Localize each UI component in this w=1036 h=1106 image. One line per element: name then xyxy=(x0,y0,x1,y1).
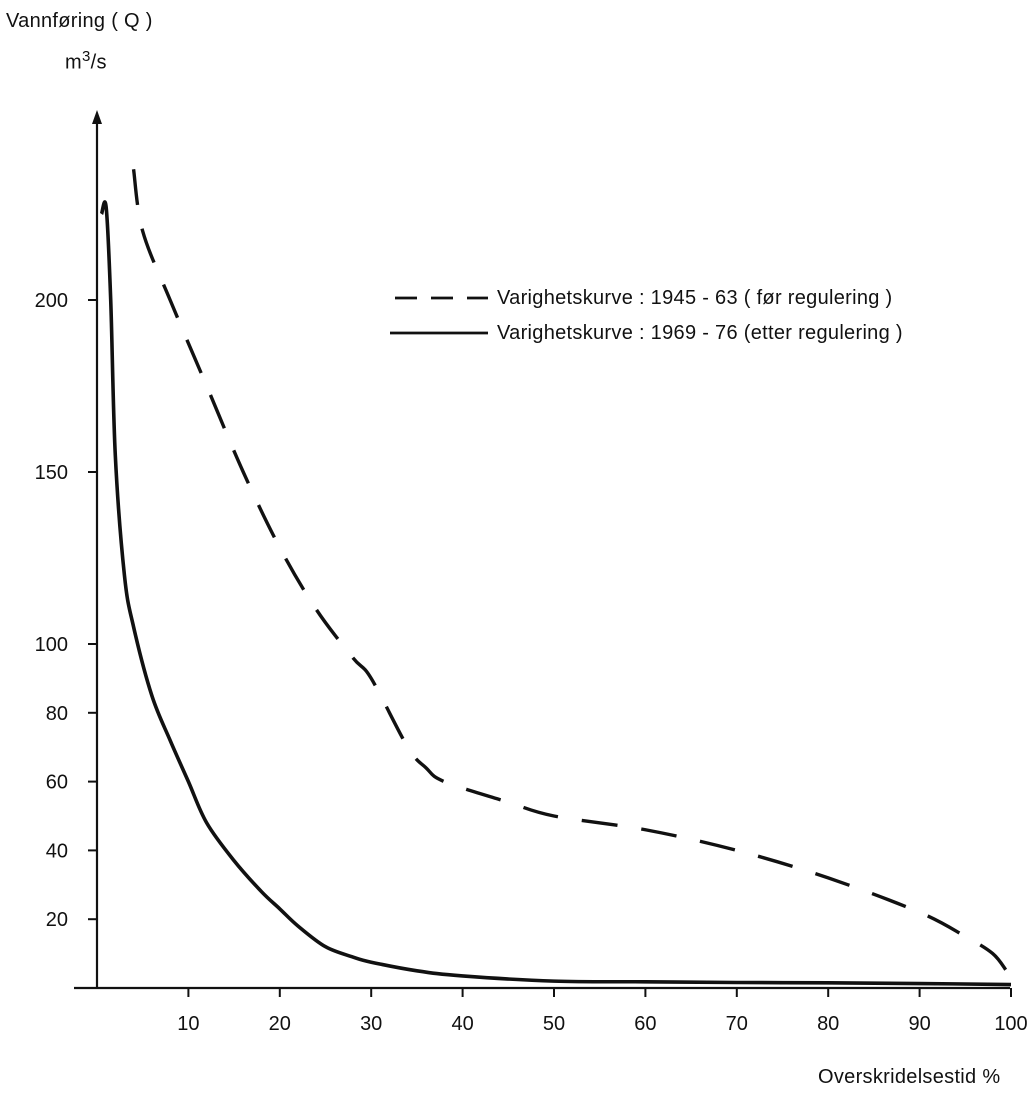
y-ticks: 20 40 60 80 100 150 200 xyxy=(35,290,97,931)
unit-base: m xyxy=(65,51,82,74)
axes xyxy=(74,110,1010,990)
y-tick-label: 40 xyxy=(46,840,68,862)
x-tick-label: 30 xyxy=(360,1013,382,1035)
y-axis-unit: m3/s xyxy=(65,48,107,75)
x-tick-label: 40 xyxy=(451,1013,473,1035)
series-line-1969-76 xyxy=(99,200,1012,987)
y-tick-label: 100 xyxy=(35,634,68,656)
y-axis-arrow xyxy=(92,110,102,124)
x-axis-label: Overskridelsestid % xyxy=(818,1066,1001,1088)
x-ticks: 10 20 30 40 50 60 70 80 90 100 xyxy=(177,988,1028,1035)
legend-entry-1945-63: Varighetskurve : 1945 - 63 ( før reguler… xyxy=(497,287,893,309)
x-tick-label: 70 xyxy=(726,1013,748,1035)
y-tick-label: 150 xyxy=(35,462,68,484)
unit-exponent: 3 xyxy=(81,48,91,65)
y-tick-label: 60 xyxy=(46,772,68,794)
x-tick-label: 20 xyxy=(269,1013,291,1035)
series-lines xyxy=(99,169,1012,987)
series-line-1945-63 xyxy=(131,169,1008,972)
y-tick-label: 80 xyxy=(46,703,68,725)
x-tick-label: 50 xyxy=(543,1013,565,1035)
y-axis-label: Vannføring ( Q ) xyxy=(6,10,153,32)
x-tick-label: 100 xyxy=(994,1013,1027,1035)
x-tick-label: 60 xyxy=(634,1013,656,1035)
y-tick-label: 200 xyxy=(35,290,68,312)
x-tick-label: 90 xyxy=(908,1013,930,1035)
y-tick-label: 20 xyxy=(46,909,68,931)
legend-entry-1969-76: Varighetskurve : 1969 - 76 (etter regule… xyxy=(497,322,903,344)
unit-tail: /s xyxy=(90,51,107,74)
legend-swatches xyxy=(390,296,488,335)
x-tick-label: 10 xyxy=(177,1013,199,1035)
x-tick-label: 80 xyxy=(817,1013,839,1035)
